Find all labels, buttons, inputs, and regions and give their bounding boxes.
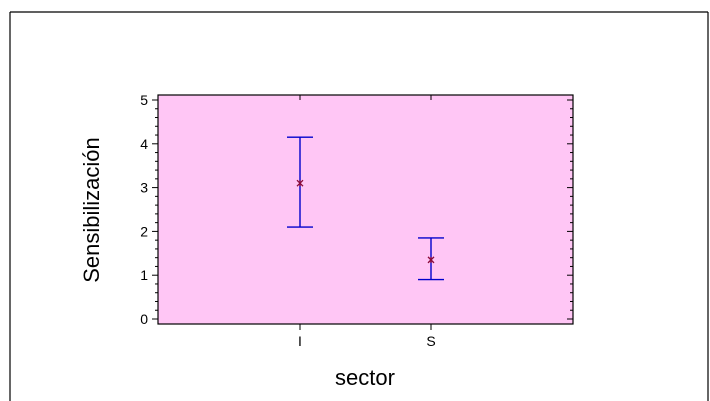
- y-tick-label: 0: [140, 311, 148, 327]
- mean-marker: [296, 179, 304, 187]
- y-tick-label: 5: [140, 92, 148, 108]
- error-bars: [287, 136, 444, 281]
- y-tick-label: 3: [140, 180, 148, 196]
- y-tick-label: 2: [140, 223, 148, 239]
- x-tick-label: S: [426, 333, 435, 349]
- y-tick-label: 1: [140, 267, 148, 283]
- x-tick-label: I: [298, 333, 302, 349]
- y-tick-labels: 0 1 2 3 4 5: [140, 92, 148, 327]
- mean-marker: [427, 256, 435, 264]
- error-bar: [418, 237, 444, 281]
- y-tick-label: 4: [140, 136, 148, 152]
- axis-ticks: [152, 95, 573, 330]
- error-bar: [287, 136, 313, 228]
- plot-area: [157, 94, 574, 325]
- y-axis-title: Sensibilización: [79, 137, 104, 283]
- x-axis-title: sector: [335, 365, 395, 390]
